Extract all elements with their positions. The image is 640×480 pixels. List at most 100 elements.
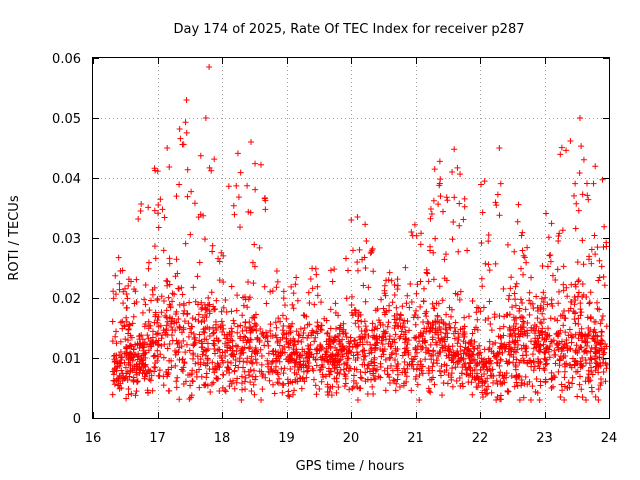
data-point xyxy=(135,350,142,357)
data-point xyxy=(305,289,312,296)
data-point xyxy=(132,392,139,399)
data-point xyxy=(383,308,390,315)
data-point xyxy=(425,278,432,285)
data-point xyxy=(293,356,300,363)
data-point xyxy=(121,322,128,329)
data-point xyxy=(130,346,137,353)
data-point xyxy=(142,373,149,380)
data-point xyxy=(426,328,433,335)
data-point xyxy=(535,356,542,363)
data-point xyxy=(287,365,294,372)
data-point xyxy=(474,316,481,323)
data-point xyxy=(263,329,270,336)
data-point xyxy=(485,383,492,390)
data-point xyxy=(290,305,297,312)
data-point xyxy=(286,357,293,364)
data-point xyxy=(296,354,303,361)
data-point xyxy=(438,316,445,323)
data-point xyxy=(506,311,513,318)
data-point xyxy=(346,386,353,393)
data-point xyxy=(524,330,531,337)
data-point xyxy=(304,342,311,349)
data-point xyxy=(603,343,610,350)
data-point xyxy=(432,318,439,325)
data-point xyxy=(403,300,410,307)
data-point xyxy=(556,230,563,237)
data-point xyxy=(479,283,486,290)
data-point xyxy=(506,345,513,352)
data-point xyxy=(141,323,148,330)
data-point xyxy=(374,366,381,373)
data-point xyxy=(365,332,372,339)
data-point xyxy=(559,227,566,234)
data-point xyxy=(513,379,520,386)
data-point xyxy=(442,251,449,258)
data-point xyxy=(591,232,598,239)
data-point xyxy=(332,355,339,362)
data-point xyxy=(377,346,384,353)
data-point xyxy=(382,387,389,394)
data-point xyxy=(393,319,400,326)
data-point xyxy=(392,387,399,394)
data-point xyxy=(309,285,316,292)
data-point xyxy=(438,335,445,342)
data-point xyxy=(168,357,175,364)
data-point xyxy=(407,280,414,287)
data-point xyxy=(572,283,579,290)
data-point xyxy=(473,304,480,311)
data-point xyxy=(245,337,252,344)
data-point xyxy=(510,314,517,321)
data-point xyxy=(354,267,361,274)
data-point xyxy=(424,318,431,325)
data-point xyxy=(117,360,124,367)
data-point xyxy=(431,166,438,173)
data-point xyxy=(457,383,464,390)
data-point xyxy=(497,369,504,376)
data-point xyxy=(279,327,286,334)
data-point xyxy=(452,290,459,297)
data-point xyxy=(449,169,456,176)
data-point xyxy=(284,376,291,383)
data-point xyxy=(242,386,249,393)
data-point xyxy=(592,344,599,351)
data-point xyxy=(341,360,348,367)
data-point xyxy=(178,366,185,373)
data-point xyxy=(444,334,451,341)
data-point xyxy=(501,345,508,352)
data-point xyxy=(302,362,309,369)
data-point xyxy=(281,365,288,372)
data-point xyxy=(597,320,604,327)
data-point xyxy=(253,359,260,366)
data-point xyxy=(175,316,182,323)
data-point xyxy=(313,350,320,357)
data-point xyxy=(258,353,265,360)
data-point xyxy=(499,372,506,379)
data-point xyxy=(313,346,320,353)
data-point xyxy=(435,353,442,360)
data-point xyxy=(228,308,235,315)
data-point xyxy=(396,315,403,322)
data-point xyxy=(563,147,570,154)
data-point xyxy=(375,373,382,380)
data-point xyxy=(586,253,593,260)
data-point xyxy=(343,350,350,357)
data-point xyxy=(594,299,601,306)
data-point xyxy=(326,340,333,347)
data-point xyxy=(194,353,201,360)
data-point xyxy=(601,223,608,230)
data-point xyxy=(324,330,331,337)
data-point xyxy=(394,371,401,378)
data-point xyxy=(289,391,296,398)
data-point xyxy=(427,389,434,396)
data-point xyxy=(256,244,263,251)
data-point xyxy=(323,338,330,345)
data-point xyxy=(447,346,454,353)
data-point xyxy=(385,319,392,326)
data-point xyxy=(248,353,255,360)
data-point xyxy=(309,365,316,372)
data-point xyxy=(187,231,194,238)
data-point xyxy=(555,237,562,244)
data-point xyxy=(229,350,236,357)
data-point xyxy=(164,282,171,289)
data-point xyxy=(171,320,178,327)
